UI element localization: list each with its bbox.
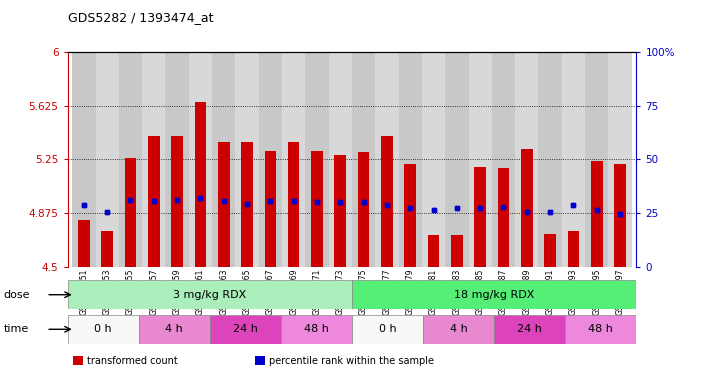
Bar: [328, 52, 352, 267]
Bar: [358, 152, 370, 267]
Text: percentile rank within the sample: percentile rank within the sample: [269, 356, 434, 366]
Bar: [381, 136, 392, 267]
Bar: [218, 142, 230, 267]
Bar: [614, 164, 626, 267]
Bar: [538, 52, 562, 267]
Bar: [241, 142, 253, 267]
Bar: [451, 235, 463, 267]
Bar: [428, 235, 439, 267]
Text: 0 h: 0 h: [379, 324, 396, 334]
Bar: [474, 167, 486, 267]
Bar: [515, 52, 538, 267]
Bar: [95, 52, 119, 267]
Bar: [102, 231, 113, 267]
Text: transformed count: transformed count: [87, 356, 178, 366]
Text: 24 h: 24 h: [518, 324, 542, 334]
Bar: [375, 52, 399, 267]
Bar: [241, 142, 253, 267]
Bar: [498, 168, 509, 267]
Bar: [498, 168, 509, 267]
Bar: [494, 315, 565, 344]
Bar: [562, 52, 585, 267]
Bar: [142, 52, 166, 267]
Text: 48 h: 48 h: [304, 324, 328, 334]
Bar: [614, 164, 626, 267]
Bar: [166, 52, 188, 267]
Bar: [264, 151, 276, 267]
Text: dose: dose: [4, 290, 30, 300]
Bar: [281, 315, 352, 344]
Bar: [405, 164, 416, 267]
Bar: [405, 164, 416, 267]
Bar: [139, 315, 210, 344]
Bar: [474, 167, 486, 267]
Bar: [171, 136, 183, 267]
Bar: [259, 52, 282, 267]
Bar: [288, 142, 299, 267]
Bar: [78, 220, 90, 267]
Bar: [282, 52, 305, 267]
Bar: [195, 102, 206, 267]
Bar: [567, 231, 579, 267]
Bar: [305, 52, 328, 267]
Bar: [119, 52, 142, 267]
Bar: [544, 234, 556, 267]
Bar: [68, 280, 352, 309]
Bar: [218, 142, 230, 267]
Text: 4 h: 4 h: [166, 324, 183, 334]
Bar: [148, 136, 160, 267]
Bar: [565, 315, 636, 344]
Bar: [428, 235, 439, 267]
Text: 48 h: 48 h: [589, 324, 613, 334]
Bar: [492, 52, 515, 267]
Bar: [124, 158, 137, 267]
Bar: [451, 235, 463, 267]
Bar: [264, 151, 276, 267]
Bar: [78, 220, 90, 267]
Bar: [585, 52, 609, 267]
Bar: [352, 315, 423, 344]
Bar: [422, 52, 445, 267]
Bar: [521, 149, 533, 267]
Bar: [68, 315, 139, 344]
Text: time: time: [4, 324, 29, 334]
Bar: [521, 149, 533, 267]
Bar: [352, 52, 375, 267]
Bar: [591, 161, 602, 267]
Bar: [210, 315, 281, 344]
Text: 4 h: 4 h: [450, 324, 467, 334]
Bar: [124, 158, 137, 267]
Text: 18 mg/kg RDX: 18 mg/kg RDX: [454, 290, 535, 300]
Bar: [235, 52, 259, 267]
Bar: [73, 356, 83, 366]
Bar: [609, 52, 631, 267]
Bar: [334, 155, 346, 267]
Bar: [591, 161, 602, 267]
Bar: [423, 315, 494, 344]
Bar: [381, 136, 392, 267]
Bar: [73, 52, 95, 267]
Text: 24 h: 24 h: [233, 324, 257, 334]
Bar: [171, 136, 183, 267]
Bar: [352, 280, 636, 309]
Bar: [148, 136, 160, 267]
Bar: [288, 142, 299, 267]
Bar: [255, 356, 265, 366]
Text: 0 h: 0 h: [95, 324, 112, 334]
Text: GDS5282 / 1393474_at: GDS5282 / 1393474_at: [68, 12, 213, 25]
Bar: [188, 52, 212, 267]
Bar: [469, 52, 492, 267]
Bar: [311, 151, 323, 267]
Bar: [567, 231, 579, 267]
Bar: [399, 52, 422, 267]
Bar: [334, 155, 346, 267]
Bar: [212, 52, 235, 267]
Bar: [358, 152, 370, 267]
Bar: [102, 231, 113, 267]
Text: 3 mg/kg RDX: 3 mg/kg RDX: [173, 290, 247, 300]
Bar: [195, 102, 206, 267]
Bar: [544, 234, 556, 267]
Bar: [311, 151, 323, 267]
Bar: [445, 52, 469, 267]
